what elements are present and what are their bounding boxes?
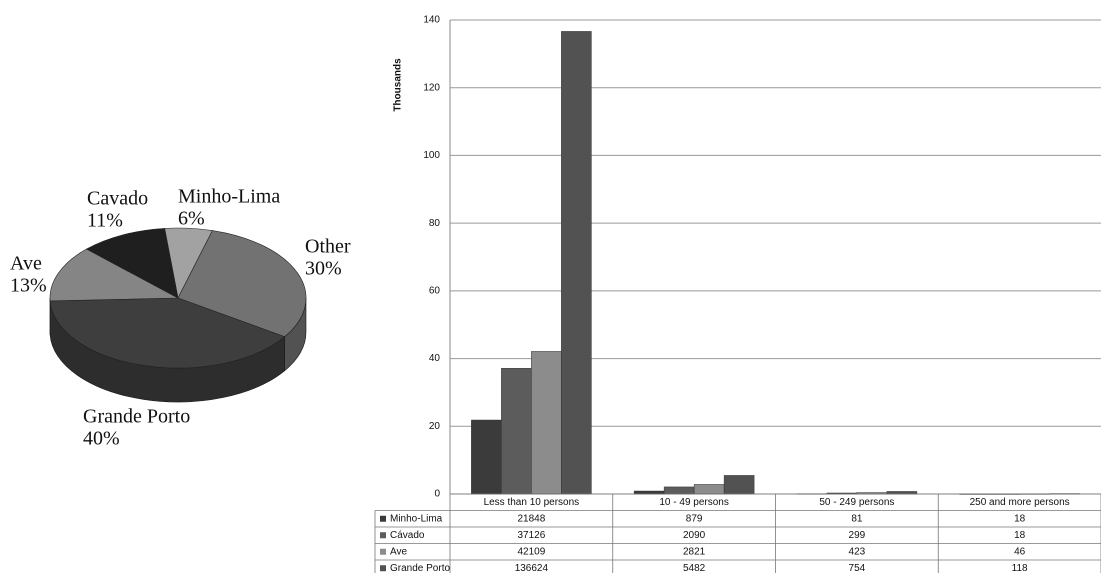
y-tick-label: 100 [423, 150, 440, 161]
pie-value-label: 6% [178, 208, 205, 230]
bar [723, 475, 755, 495]
legend-swatch [380, 565, 386, 572]
bar [531, 351, 562, 495]
table-cell: 37126 [517, 530, 545, 541]
table-cell: 2821 [683, 546, 706, 557]
y-tick-label: 140 [423, 15, 440, 26]
bar [693, 484, 725, 495]
pie-slice [177, 230, 307, 338]
y-tick-label: 80 [429, 218, 441, 229]
table-cell: 18 [1014, 530, 1026, 541]
legend-label: Minho-Lima [390, 513, 443, 524]
table-cell: 5482 [683, 563, 706, 573]
pie-label: Other [305, 236, 351, 258]
table-cell: 879 [686, 513, 703, 524]
bar [561, 31, 592, 495]
y-tick-label: 60 [429, 285, 441, 296]
table-header: 250 and more persons [970, 497, 1070, 508]
legend-label: Grande Porto [390, 563, 450, 573]
bar [501, 368, 532, 495]
pie-label: Ave [10, 253, 42, 275]
table-header: 10 - 49 persons [659, 497, 729, 508]
pie-value-label: 11% [87, 210, 123, 232]
pie-value-label: 40% [83, 428, 120, 450]
legend-swatch [380, 515, 386, 522]
bar [663, 486, 695, 495]
legend-label: Cávado [390, 530, 425, 541]
table-cell: 18 [1014, 513, 1026, 524]
table-cell: 118 [1012, 563, 1028, 573]
y-tick-label: 40 [429, 353, 441, 364]
y-tick-label: 0 [434, 489, 440, 500]
table-cell: 2090 [683, 530, 706, 541]
pie-slice [85, 228, 179, 299]
pie-label: Cavado [87, 188, 148, 210]
table-cell: 81 [851, 513, 863, 524]
pie-value-label: 13% [10, 275, 47, 297]
legend-swatch [380, 532, 386, 539]
table-cell: 46 [1014, 546, 1026, 557]
pie-label: Minho-Lima [178, 186, 280, 208]
legend-swatch [380, 548, 386, 555]
y-axis-label: Thousands [393, 58, 404, 112]
pie-slice [49, 248, 180, 302]
table-cell: 21848 [517, 513, 545, 524]
legend-label: Ave [390, 546, 407, 557]
table-header: 50 - 249 persons [819, 497, 894, 508]
pie-label: Grande Porto [83, 406, 190, 428]
table-cell: 299 [849, 530, 866, 541]
bar [633, 490, 665, 495]
pie-slice [49, 297, 286, 369]
y-tick-label: 120 [423, 82, 440, 93]
table-cell: 42109 [517, 546, 545, 557]
pie-value-label: 30% [305, 258, 342, 280]
y-tick-label: 20 [429, 421, 441, 432]
table-cell: 754 [849, 563, 866, 573]
bar [471, 419, 502, 495]
table-header: Less than 10 persons [484, 497, 580, 508]
table-cell: 423 [849, 546, 866, 557]
table-cell: 136624 [515, 563, 549, 573]
